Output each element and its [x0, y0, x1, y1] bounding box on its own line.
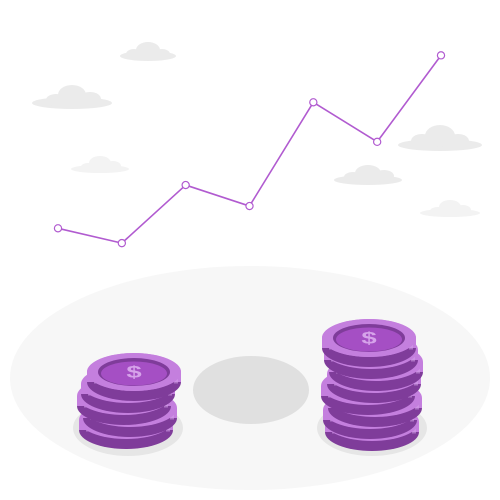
- data-point: [309, 98, 318, 107]
- cloud-icon: [398, 125, 482, 151]
- coin-top-face: $: [322, 319, 416, 357]
- cloud-icon: [120, 42, 176, 61]
- data-point: [117, 238, 127, 248]
- empty-coin-spot: [193, 356, 309, 424]
- series-line: [57, 54, 442, 244]
- cloud-icon: [334, 165, 402, 185]
- data-point: [53, 224, 63, 233]
- dollar-sign-icon: $: [361, 328, 377, 347]
- dollar-sign-icon: $: [126, 362, 142, 381]
- data-point: [372, 137, 382, 147]
- data-point: [181, 180, 190, 190]
- coin-stack-left: $: [77, 353, 181, 449]
- cloud-icon: [420, 200, 480, 217]
- cloud-icon: [71, 156, 129, 173]
- coin-stack-right: $: [321, 319, 423, 451]
- cloud-icon: [32, 85, 112, 109]
- data-point: [436, 51, 446, 60]
- data-point: [245, 201, 254, 211]
- coin-top-face: $: [87, 353, 181, 391]
- line-chart: [53, 51, 446, 248]
